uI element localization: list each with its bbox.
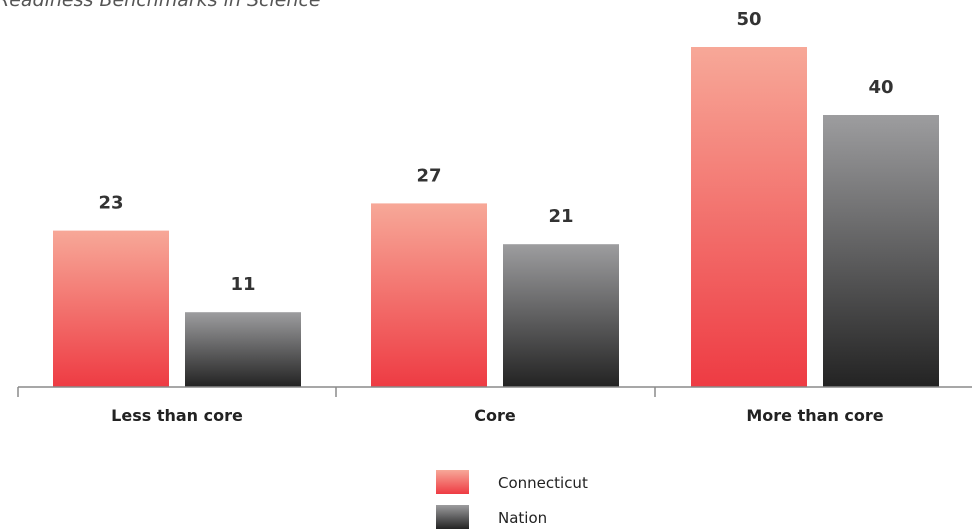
- legend-label-connecticut: Connecticut: [498, 474, 588, 492]
- legend-swatch-connecticut: [436, 470, 469, 494]
- bar-connecticut-less-than-core: [53, 230, 169, 387]
- data-label-connecticut-less-than-core: 23: [98, 193, 123, 214]
- data-label-connecticut-core: 27: [416, 165, 441, 186]
- legend-swatch-nation: [436, 505, 469, 529]
- data-label-nation-core: 21: [548, 206, 573, 227]
- x-axis: [17, 386, 972, 397]
- legend-label-nation: Nation: [498, 509, 547, 527]
- chart-title: Readiness Benchmarks in Science: [0, 0, 321, 11]
- data-label-nation-less-than-core: 11: [230, 274, 255, 295]
- data-label-nation-more-than-core: 40: [868, 77, 893, 98]
- data-label-connecticut-more-than-core: 50: [736, 9, 761, 30]
- category-label-less-than-core: Less than core: [111, 406, 243, 425]
- category-label-core: Core: [474, 406, 516, 425]
- value-labels-layer: 23 11 27 21 50 40: [98, 9, 893, 295]
- bar-nation-less-than-core: [185, 312, 301, 387]
- bar-connecticut-more-than-core: [691, 47, 807, 387]
- legend: Connecticut Nation: [436, 470, 588, 529]
- bar-connecticut-core: [371, 203, 487, 387]
- bars-layer: [53, 47, 939, 387]
- category-labels: Less than core Core More than core: [111, 406, 884, 425]
- bar-nation-core: [503, 244, 619, 387]
- bar-nation-more-than-core: [823, 115, 939, 387]
- category-label-more-than-core: More than core: [746, 406, 883, 425]
